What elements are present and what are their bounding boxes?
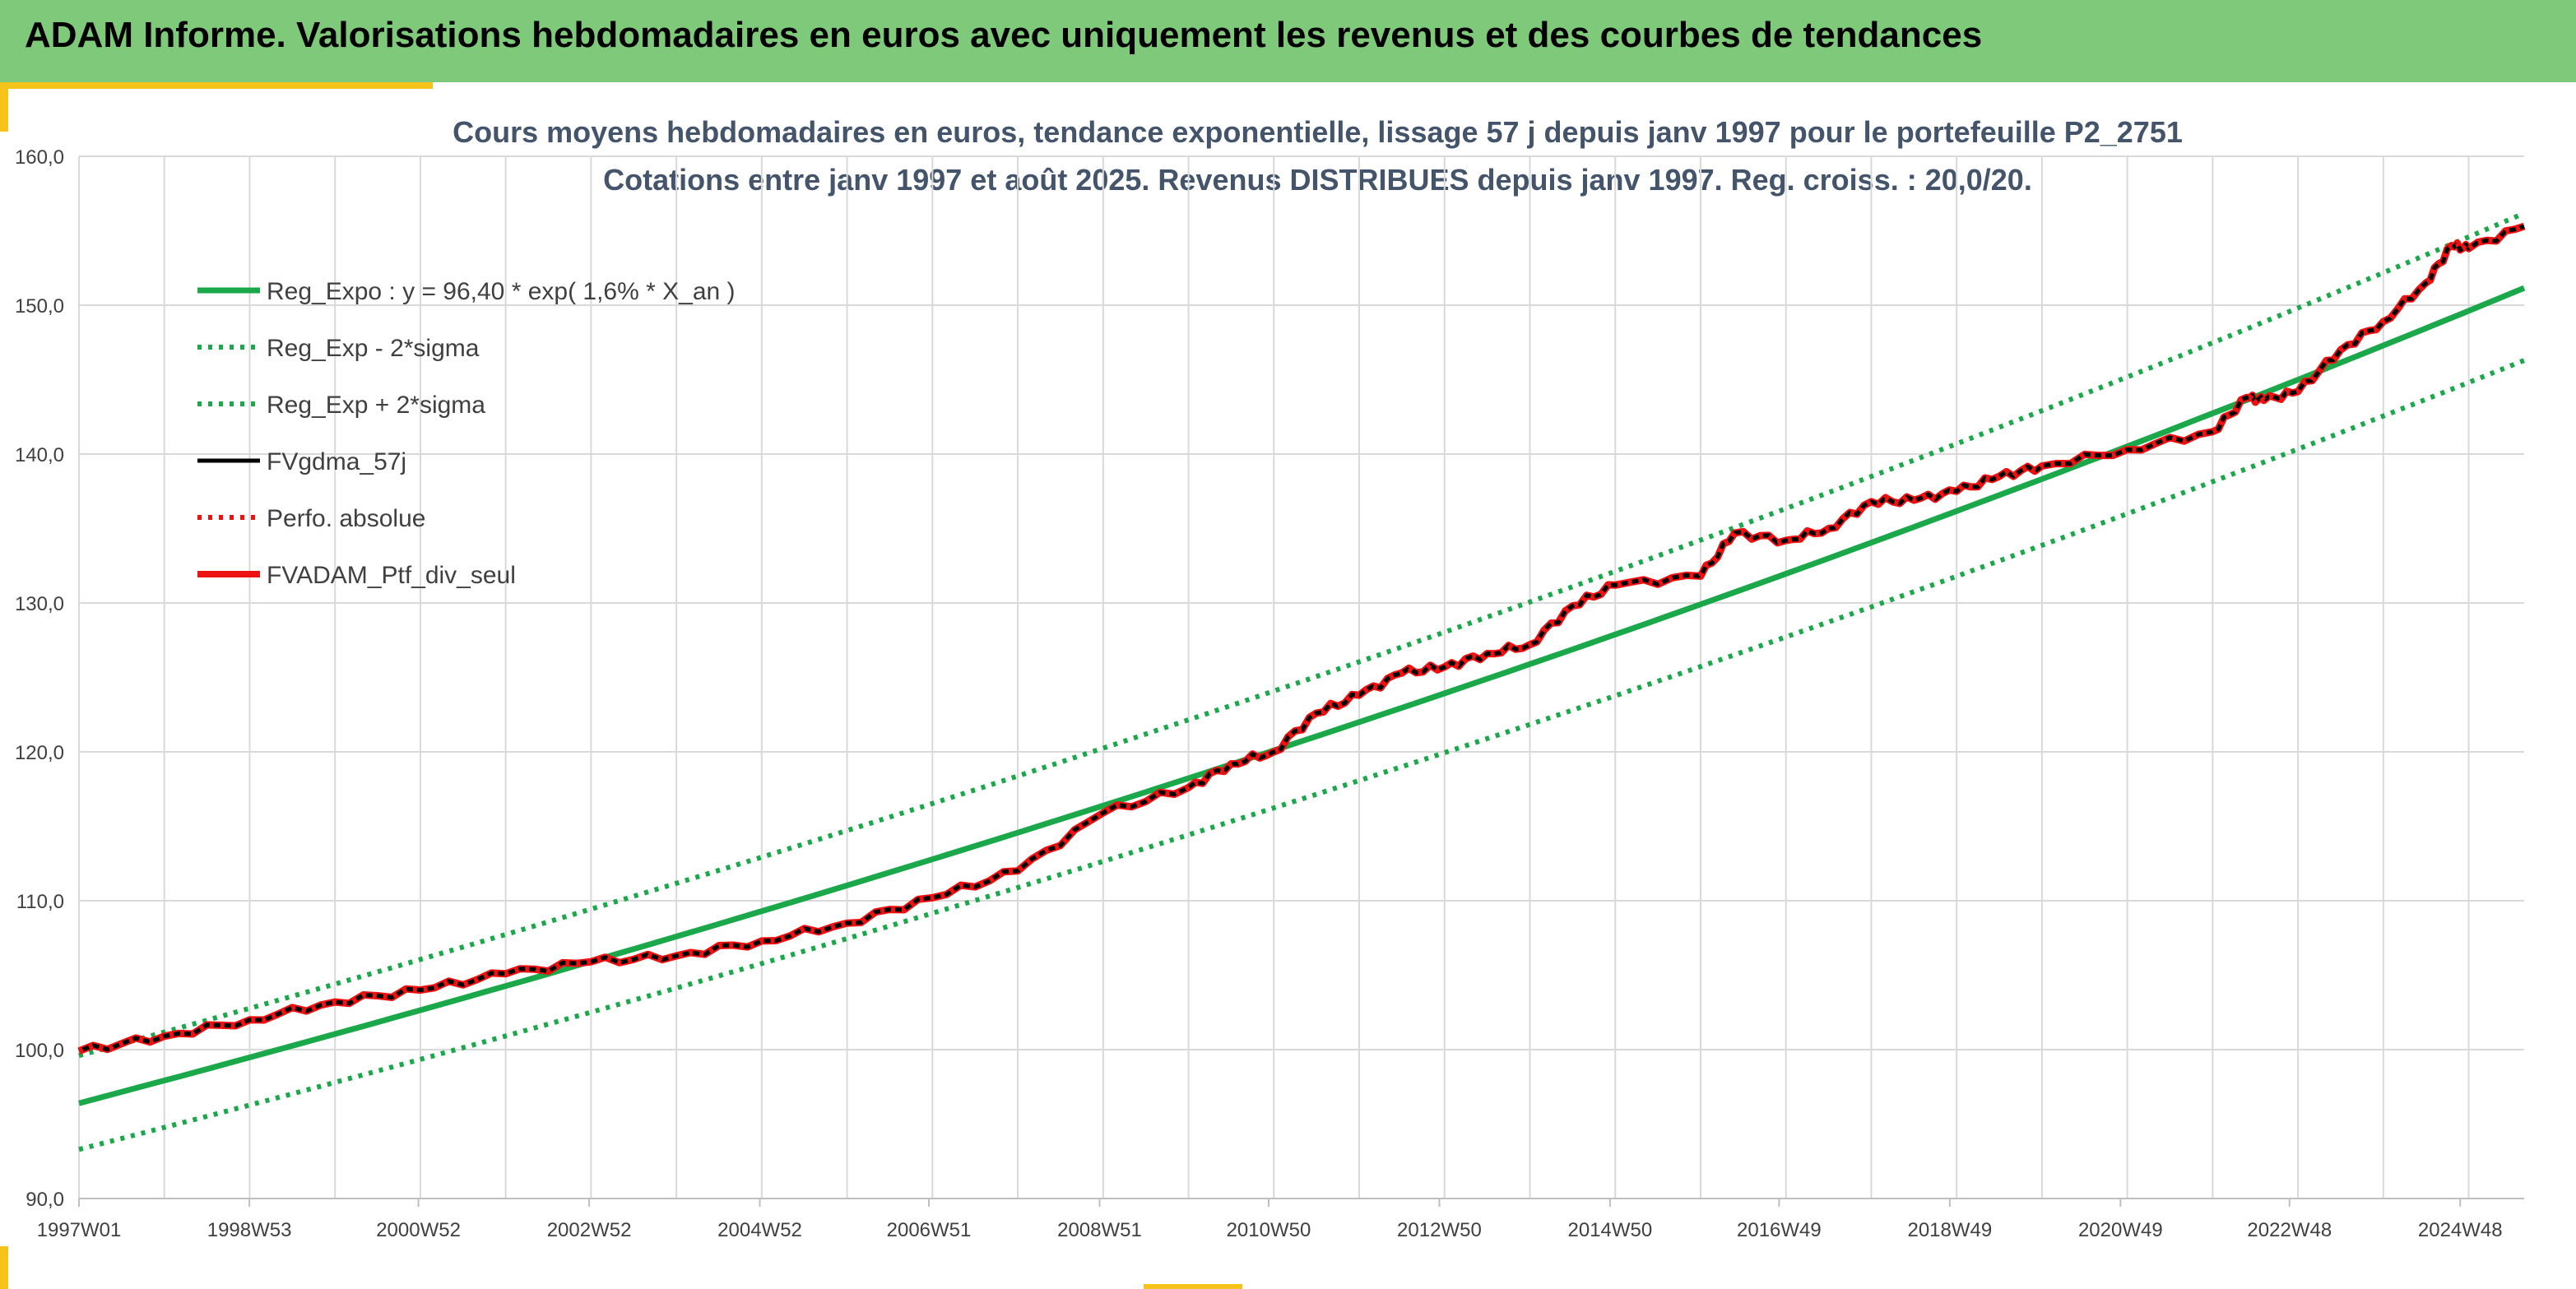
legend-label-2: Reg_Exp + 2*sigma	[267, 392, 485, 419]
accent-stripe-top	[8, 82, 433, 89]
y-tick-label: 110,0	[16, 891, 64, 913]
accent-stripe-left	[0, 82, 8, 132]
y-tick-label: 120,0	[15, 742, 64, 764]
x-tick-label: 2018W49	[1907, 1219, 1992, 1241]
x-tick-label: 2006W51	[887, 1219, 972, 1241]
accent-stripe-bottom	[1144, 1284, 1242, 1289]
x-tick-label: 2012W50	[1397, 1219, 1482, 1241]
series-line-4	[77, 224, 2525, 1054]
legend-label-3: FVgdma_57j	[267, 448, 406, 475]
y-tick-label: 160,0	[15, 146, 64, 169]
legend-label-1: Reg_Exp - 2*sigma	[267, 335, 480, 362]
legend-label-0: Reg_Expo : y = 96,40 * exp( 1,6% * X_an …	[267, 278, 736, 305]
series-line-1	[78, 358, 2526, 1152]
chart-title: Cours moyens hebdomadaires en euros, ten…	[453, 115, 2183, 149]
chart-subtitle: Cotations entre janv 1997 et août 2025. …	[603, 163, 2032, 197]
x-tick-label: 2020W49	[2078, 1219, 2163, 1241]
legend: Reg_Expo : y = 96,40 * exp( 1,6% * X_an …	[197, 278, 736, 589]
series-lines	[77, 211, 2526, 1152]
y-tick-label: 100,0	[15, 1040, 64, 1062]
y-tick-label: 150,0	[15, 295, 64, 318]
page-title: ADAM Informe. Valorisations hebdomadaire…	[25, 15, 1983, 55]
x-tick-label: 2002W52	[547, 1219, 632, 1241]
accent-stripe-bottom-left	[0, 1246, 8, 1289]
x-tick-label: 2004W52	[717, 1219, 802, 1241]
y-axis-ticks: 90,0 100,0 110,0 120,0 130,0 140,0 150,0 160,0	[15, 146, 64, 1211]
y-tick-label: 140,0	[15, 444, 64, 466]
x-tick-label: 1998W53	[207, 1219, 292, 1241]
x-tick-label: 2024W48	[2418, 1219, 2503, 1241]
header-bar: ADAM Informe. Valorisations hebdomadaire…	[0, 0, 2576, 82]
grid-lines	[78, 155, 2524, 1199]
y-tick-label: 130,0	[15, 593, 64, 615]
x-tick-label: 1997W01	[37, 1219, 122, 1241]
x-axis-ticks: 1997W01 1998W53 2000W52 2002W52 2004W52 2006W…	[37, 1199, 2503, 1241]
legend-label-4: Perfo. absolue	[267, 505, 425, 532]
y-tick-label: 90,0	[26, 1189, 64, 1211]
x-tick-label: 2014W50	[1568, 1219, 1653, 1241]
x-tick-label: 2016W49	[1737, 1219, 1822, 1241]
x-tick-label: 2010W50	[1227, 1219, 1311, 1241]
x-tick-label: 2022W48	[2247, 1219, 2332, 1241]
x-tick-label: 2008W51	[1057, 1219, 1142, 1241]
legend-label-5: FVADAM_Ptf_div_seul	[267, 562, 516, 589]
x-tick-label: 2000W52	[376, 1219, 461, 1241]
